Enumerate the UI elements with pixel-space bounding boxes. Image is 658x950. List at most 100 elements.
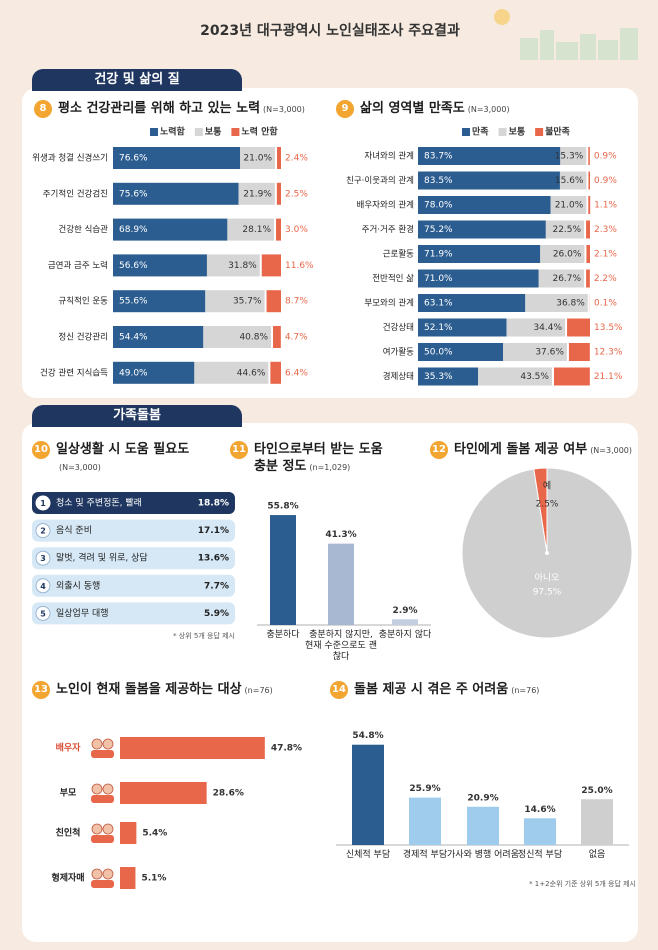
pie-center bbox=[545, 551, 549, 555]
x-tick-label: 신체적 부담 bbox=[345, 850, 391, 860]
bar-segment bbox=[586, 220, 590, 239]
data-label: 2.1% bbox=[594, 250, 617, 260]
data-label: 76.6% bbox=[119, 154, 148, 164]
legend-swatch bbox=[535, 128, 544, 136]
category-label: 외출시 동행 bbox=[56, 579, 100, 591]
data-label: 15.3% bbox=[555, 152, 584, 162]
data-label: 28.1% bbox=[242, 225, 271, 235]
data-label: 2.9% bbox=[393, 606, 418, 616]
data-label: 26.7% bbox=[552, 274, 581, 284]
bar-segment bbox=[240, 147, 276, 169]
data-label: 28.6% bbox=[213, 789, 244, 799]
page-title: 2023년 대구광역시 노인실태조사 주요결과 bbox=[200, 22, 460, 39]
slice-label: 예 bbox=[543, 481, 551, 492]
bar-segment bbox=[418, 196, 551, 214]
bar-segment bbox=[270, 361, 281, 384]
bar-segment bbox=[506, 318, 566, 337]
y-tick-label: 건강 관련 지식습득 bbox=[40, 367, 108, 378]
y-tick-label: 친구·이웃과의 관계 bbox=[346, 175, 414, 186]
person-icon bbox=[91, 880, 114, 888]
chart-title: 타인에게 돌봄 제공 여부 bbox=[454, 442, 588, 457]
y-tick-label: 근로활동 bbox=[383, 249, 414, 260]
data-label: 44.6% bbox=[237, 368, 266, 378]
chart-header: 삶의 영역별 만족도 (N=3,000) bbox=[360, 100, 626, 118]
chart-subtitle: (N=3,000) bbox=[59, 463, 101, 472]
chart-header: 타인에게 돌봄 제공 여부 (N=3,000) bbox=[454, 441, 645, 459]
data-label: 25.9% bbox=[409, 784, 440, 794]
data-label: 2.3% bbox=[594, 225, 617, 235]
y-tick-label: 위생과 청결 신경쓰기 bbox=[32, 153, 108, 164]
person-icon bbox=[102, 738, 114, 750]
data-label: 41.3% bbox=[325, 530, 356, 540]
chart-subtitle: (n=1,029) bbox=[309, 463, 351, 472]
data-label: 71.0% bbox=[424, 274, 453, 284]
bar-segment bbox=[113, 254, 207, 277]
bar-segment bbox=[261, 254, 281, 277]
y-tick-label: 친인척 bbox=[56, 827, 81, 839]
bar bbox=[270, 515, 296, 625]
bar-segment bbox=[588, 147, 590, 165]
data-label: 2.4% bbox=[285, 154, 308, 164]
rank-badge bbox=[35, 523, 51, 539]
data-label: 52.1% bbox=[424, 323, 453, 333]
data-label: 18.8% bbox=[198, 499, 229, 509]
bar-segment bbox=[276, 182, 281, 205]
bar bbox=[352, 744, 384, 845]
chart-subtitle: (n=76) bbox=[244, 686, 273, 695]
chart-subtitle: (N=3,000) bbox=[467, 105, 510, 114]
bar-segment bbox=[227, 218, 275, 241]
legend-swatch bbox=[150, 128, 158, 136]
rank-badge bbox=[35, 495, 51, 511]
chart-header: 일상생활 시 도움 필요도 (N=3,000) bbox=[56, 441, 212, 476]
bar-segment bbox=[266, 290, 281, 313]
legend-swatch bbox=[194, 128, 203, 136]
person-icon bbox=[91, 795, 114, 803]
rank-badge bbox=[35, 605, 51, 621]
data-label: 25.0% bbox=[581, 786, 612, 796]
bar bbox=[581, 799, 613, 845]
data-label: 97.5% bbox=[533, 588, 562, 598]
chart-number: 13 bbox=[32, 681, 50, 699]
legend-swatch bbox=[462, 128, 470, 136]
bar bbox=[409, 797, 441, 845]
chart-title: 삶의 영역별 만족도 bbox=[360, 101, 465, 116]
person-icon bbox=[102, 823, 114, 835]
bar bbox=[120, 737, 265, 759]
y-tick-label: 여가활동 bbox=[383, 347, 414, 358]
slice-label: 아니오 bbox=[535, 573, 560, 584]
person-icon bbox=[102, 783, 114, 795]
legend-label: 보통 bbox=[205, 127, 222, 138]
bar bbox=[524, 818, 556, 845]
chart-title: 일상생활 시 도움 필요도 bbox=[56, 442, 190, 457]
rank-label: 3 bbox=[40, 554, 46, 563]
data-label: 0.9% bbox=[594, 152, 617, 162]
data-label: 8.7% bbox=[285, 297, 308, 307]
y-tick-label: 주기적인 건강검진 bbox=[43, 188, 108, 199]
bar-segment bbox=[277, 147, 281, 169]
bar-segment bbox=[588, 171, 590, 190]
chart-subtitle: (n=76) bbox=[511, 686, 540, 695]
list-item bbox=[32, 547, 235, 570]
bar-segment bbox=[560, 147, 587, 165]
y-tick-label: 배우자 bbox=[56, 742, 82, 754]
bar-segment bbox=[205, 290, 265, 313]
chart-number: 9 bbox=[336, 100, 354, 118]
data-label: 54.4% bbox=[119, 333, 148, 343]
bar-segment bbox=[503, 343, 567, 361]
rank-label: 2 bbox=[40, 527, 46, 536]
bar-segment bbox=[418, 294, 526, 312]
data-label: 17.1% bbox=[198, 526, 229, 536]
data-label: 54.8% bbox=[352, 731, 383, 741]
data-label: 71.9% bbox=[424, 250, 453, 260]
bar-segment bbox=[113, 290, 206, 313]
bar-segment bbox=[478, 367, 552, 386]
bar-segment bbox=[203, 326, 272, 348]
rank-badge bbox=[35, 550, 51, 566]
data-label: 4.7% bbox=[285, 333, 308, 343]
bar-segment bbox=[550, 196, 587, 214]
chart-header: 노인이 현재 돌봄을 제공하는 대상 (n=76) bbox=[56, 681, 322, 699]
data-label: 35.3% bbox=[424, 372, 453, 382]
bar-segment bbox=[113, 326, 204, 348]
chart-number: 14 bbox=[330, 681, 348, 699]
